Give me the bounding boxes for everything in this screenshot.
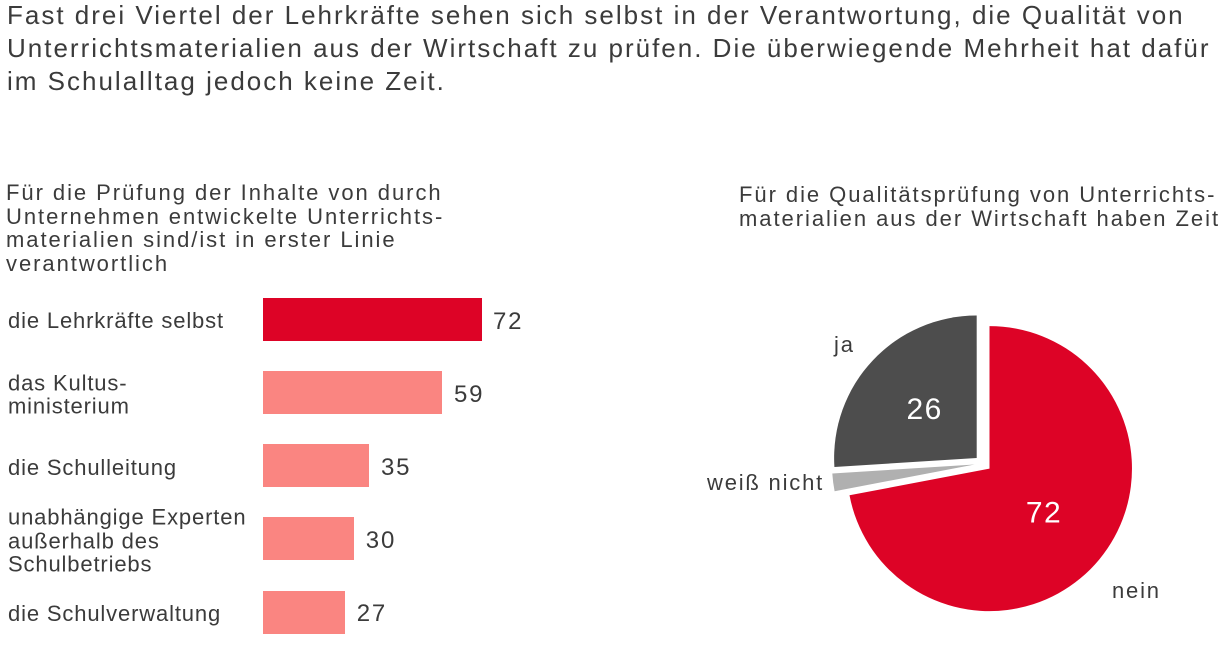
svg-text:72: 72 [1026,497,1062,530]
svg-text:26: 26 [907,393,943,426]
